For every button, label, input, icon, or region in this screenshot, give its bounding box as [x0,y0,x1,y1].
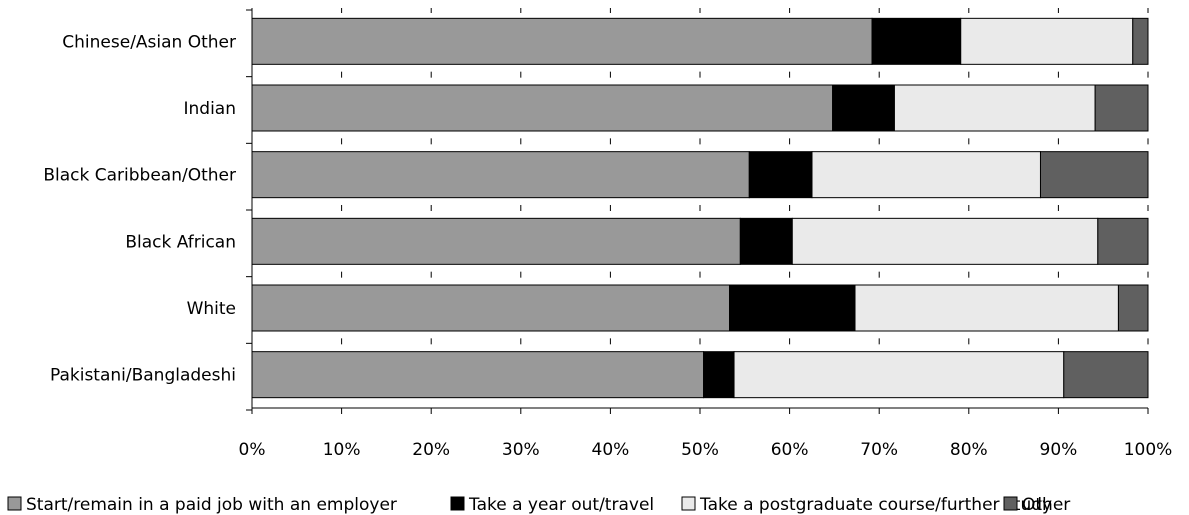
bar-segment-1-row-6 [251,351,705,399]
category-label: Chinese/Asian Other [62,32,236,52]
bar-segment-2-row-2 [832,84,895,132]
axes-group [246,8,1149,414]
x-tick-label: 40% [592,440,630,460]
bar-segment-2-row-5 [729,284,856,332]
legend-label: Other [1022,495,1070,515]
bar-segment-1-row-3 [251,151,750,199]
legend-swatch [1003,496,1018,511]
legend-swatch [450,496,465,511]
bar-segment-1-row-1 [251,17,873,65]
legend: Start/remain in a paid job with an emplo… [7,495,1070,515]
x-tick-label: 0% [239,440,266,460]
bar-segment-1-row-5 [251,284,731,332]
bar-segment-2-row-1 [871,17,962,65]
x-tick-labels: 0% 10% 20% 30% 40% 50% 60% 70% 80% 90% 100% [239,440,1173,460]
category-label: Indian [184,99,237,119]
x-tick-label: 100% [1124,440,1173,460]
x-tick-label: 90% [1040,440,1078,460]
x-tick-label: 10% [323,440,361,460]
x-tick-label: 50% [681,440,719,460]
bar-segment-1-row-2 [251,84,834,132]
bar-segment-3-row-4 [791,217,1099,265]
bar-segment-4-row-1 [1132,17,1149,65]
bar-segment-3-row-1 [960,17,1134,65]
bars-group [251,17,1149,399]
bar-segment-4-row-3 [1039,151,1149,199]
category-label: Black African [125,232,236,252]
legend-swatch [681,496,696,511]
bar-segment-2-row-4 [739,217,793,265]
x-tick-label: 70% [860,440,898,460]
category-label: Black Caribbean/Other [43,166,236,186]
x-tick-label: 20% [412,440,450,460]
category-labels: Chinese/Asian Other Indian Black Caribbean… [43,32,236,385]
legend-swatch [7,496,22,511]
legend-label: Take a year out/travel [468,495,654,515]
bar-segment-2-row-6 [703,351,735,399]
bar-segment-3-row-3 [811,151,1041,199]
bar-segment-3-row-2 [893,84,1096,132]
bar-segment-4-row-2 [1094,84,1149,132]
bar-segment-4-row-4 [1097,217,1149,265]
x-tick-label: 60% [771,440,809,460]
category-label: Pakistani/Bangladeshi [50,366,236,386]
category-label: White [187,299,236,319]
bar-segment-3-row-6 [733,351,1065,399]
bar-segment-4-row-5 [1117,284,1149,332]
legend-label: Start/remain in a paid job with an emplo… [26,495,397,515]
bar-segment-3-row-5 [854,284,1119,332]
x-tick-label: 80% [950,440,988,460]
bar-segment-2-row-3 [748,151,813,199]
bar-segment-4-row-6 [1063,351,1149,399]
legend-label: Take a postgraduate course/further study [699,495,1052,515]
x-tick-label: 30% [502,440,540,460]
bar-segment-1-row-4 [251,217,741,265]
